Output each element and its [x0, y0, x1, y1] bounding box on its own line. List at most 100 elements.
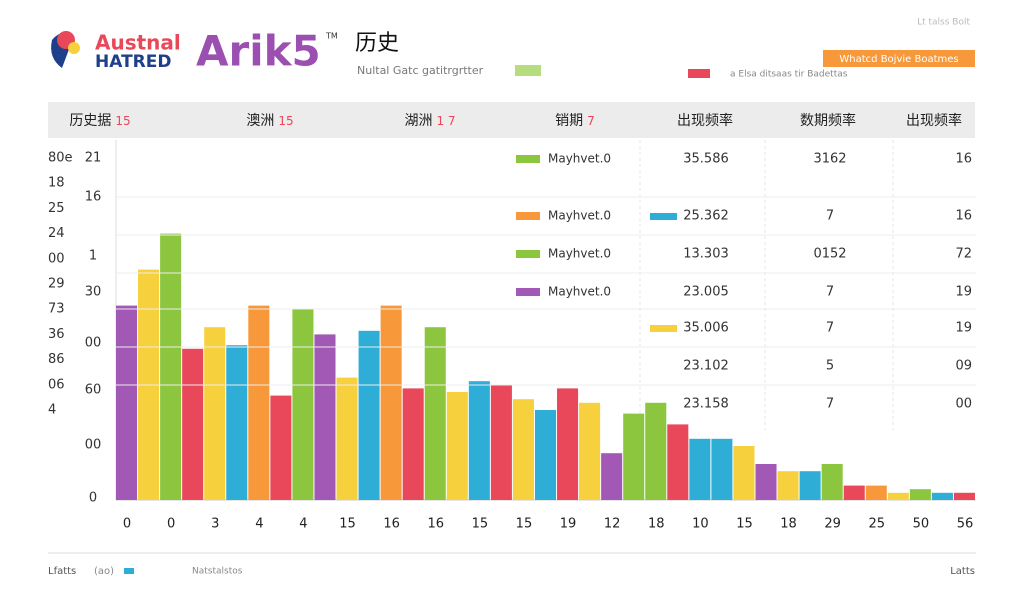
- bar: [821, 464, 843, 500]
- bar: [777, 471, 799, 500]
- bar: [358, 330, 380, 500]
- x-tick-label: 15: [472, 517, 489, 532]
- column-header: 出现频率: [677, 112, 733, 129]
- x-tick-label: 10: [692, 517, 709, 532]
- x-tick-label: 0: [167, 517, 175, 532]
- bar: [865, 485, 887, 500]
- axis-label: 00: [85, 336, 102, 351]
- x-tick-label: 56: [957, 517, 974, 532]
- row-count: 7: [826, 285, 834, 300]
- bar: [512, 399, 534, 500]
- row-rate: 19: [955, 321, 972, 336]
- bar: [645, 402, 667, 500]
- bar: [402, 388, 424, 500]
- axis-label: 18: [48, 176, 65, 191]
- x-tick-label: 29: [824, 517, 841, 532]
- axis-label: 0: [89, 491, 97, 506]
- legend-swatch: [516, 288, 540, 296]
- bar: [336, 377, 358, 500]
- column-header: 销期 7: [555, 113, 595, 129]
- axis-label: 86: [48, 352, 65, 367]
- bar: [160, 233, 182, 500]
- bar: [799, 471, 821, 500]
- axis-label: 30: [85, 285, 102, 300]
- axis-label: 24: [48, 226, 65, 241]
- bar: [446, 392, 468, 500]
- legend-swatch: [650, 213, 677, 220]
- badge: Whatcd Bojvie Boatmes: [839, 54, 958, 65]
- row-value: 35.586: [683, 152, 729, 167]
- page-title: 历史: [355, 31, 399, 56]
- x-tick-label: 16: [383, 517, 400, 532]
- axis-label: 00: [48, 251, 65, 266]
- bar: [557, 388, 579, 500]
- bar: [490, 384, 512, 500]
- bar: [182, 348, 204, 500]
- axis-label: 21: [85, 151, 102, 166]
- bar: [711, 438, 733, 500]
- bar: [270, 395, 292, 500]
- row-name: Mayhvet.0: [548, 152, 611, 166]
- footer-swatch: [124, 568, 134, 574]
- axis-label: 36: [48, 327, 65, 342]
- legend-swatch: [516, 250, 540, 258]
- footer-text: Latts: [950, 566, 975, 577]
- axis-label: 25: [48, 201, 65, 216]
- bar: [887, 492, 909, 500]
- bar: [292, 309, 314, 500]
- row-rate: 72: [955, 247, 972, 262]
- axis-label: 00: [85, 438, 102, 453]
- footer-text: Lfatts: [48, 566, 76, 577]
- column-header: 澳洲 15: [246, 113, 293, 129]
- bar: [733, 446, 755, 500]
- legend-swatch: [516, 212, 540, 220]
- x-tick-label: 18: [780, 517, 797, 532]
- row-value: 23.005: [683, 285, 729, 300]
- bar: [755, 464, 777, 500]
- x-tick-label: 16: [427, 517, 444, 532]
- row-count: 7: [826, 209, 834, 224]
- badge-bg: [823, 50, 975, 67]
- x-tick-label: 4: [299, 517, 307, 532]
- bar: [116, 305, 138, 500]
- row-count: 3162: [813, 152, 846, 167]
- legend-swatch: [516, 155, 540, 163]
- bar: [226, 345, 248, 500]
- bar: [424, 327, 446, 500]
- bar: [909, 489, 931, 500]
- bar: [248, 305, 270, 500]
- bar: [204, 327, 226, 500]
- row-name: Mayhvet.0: [548, 285, 611, 299]
- table-header-bg: [48, 102, 975, 138]
- row-rate: 00: [955, 397, 972, 412]
- row-value: 35.006: [683, 321, 729, 336]
- row-value: 25.362: [683, 209, 729, 224]
- bar: [689, 438, 711, 500]
- x-tick-label: 3: [211, 517, 219, 532]
- x-tick-label: 4: [255, 517, 263, 532]
- row-value: 23.102: [683, 359, 729, 374]
- x-tick-label: 15: [339, 517, 356, 532]
- x-tick-label: 12: [604, 517, 621, 532]
- bar: [623, 413, 645, 500]
- axis-label: 60: [85, 383, 102, 398]
- logo: Arik5: [196, 27, 321, 76]
- subtitle: Nultal Gatc gatitrgrtter: [357, 64, 484, 77]
- axis-label: 80e: [48, 151, 73, 166]
- bar: [380, 305, 402, 500]
- row-value: 13.303: [683, 247, 729, 262]
- bar: [468, 381, 490, 500]
- bar: [534, 410, 557, 500]
- x-tick-label: 15: [516, 517, 533, 532]
- legend-swatch: [650, 325, 677, 332]
- row-count: 7: [826, 321, 834, 336]
- row-rate: 09: [955, 359, 972, 374]
- note-swatch: [688, 69, 710, 78]
- row-rate: 19: [955, 285, 972, 300]
- row-count: 5: [826, 359, 834, 374]
- row-count: 7: [826, 397, 834, 412]
- column-header: 历史据 15: [69, 113, 130, 129]
- trademark: TM: [325, 32, 338, 41]
